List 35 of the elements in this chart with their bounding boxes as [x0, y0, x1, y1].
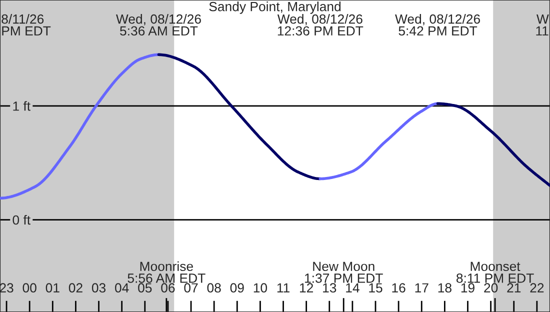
annotation: Moonset 8:11 PM EDT [456, 262, 534, 283]
annotation: New Moon 1:37 PM EDT [305, 262, 383, 283]
chart-title: Sandy Point, Maryland [209, 2, 341, 14]
x-tick-label: 17 [415, 283, 428, 292]
annotation: W 11 [536, 14, 549, 36]
annotation: Wed, 08/12/26 12:36 PM EDT [277, 14, 364, 36]
annotation: Wed, 08/12/26 5:42 PM EDT [395, 14, 480, 36]
x-tick-label: 20 [484, 283, 498, 293]
x-tick-label: 14 [346, 283, 360, 292]
x-tick-label: 21 [507, 283, 521, 292]
x-tick-label: 03 [92, 283, 106, 293]
x-tick-label: 16 [392, 283, 406, 293]
x-tick-label: 07 [184, 283, 198, 293]
x-tick-label: 23 [0, 283, 14, 293]
x-tick-label: 06 [161, 283, 175, 293]
x-tick-label: 00 [22, 283, 36, 293]
x-tick-label: 18 [438, 283, 452, 293]
x-tick-label: 13 [323, 283, 336, 293]
annotation: Moonrise 5:56 AM EDT [128, 261, 206, 283]
x-tick-label: 04 [115, 283, 129, 293]
x-tick-label: 08 [207, 283, 221, 293]
x-tick-label: 10 [254, 283, 268, 293]
x-tick-label: 02 [68, 283, 82, 293]
y-tick-label: 1 ft [13, 101, 30, 111]
x-tick-label: 11 [277, 283, 290, 292]
x-tick-label: 12 [300, 283, 313, 292]
x-tick-label: 05 [138, 283, 152, 293]
annotation: Wed, 08/12/26 5:36 AM EDT [116, 14, 201, 36]
x-tick-label: 19 [461, 283, 474, 293]
x-tick-label: 22 [530, 283, 544, 292]
y-tick-label: 0 ft [12, 215, 30, 225]
x-tick-label: 15 [369, 283, 382, 293]
annotation: 8/11/26 PM EDT [2, 14, 51, 36]
x-tick-label: 01 [46, 283, 60, 293]
x-tick-label: 09 [230, 283, 244, 293]
